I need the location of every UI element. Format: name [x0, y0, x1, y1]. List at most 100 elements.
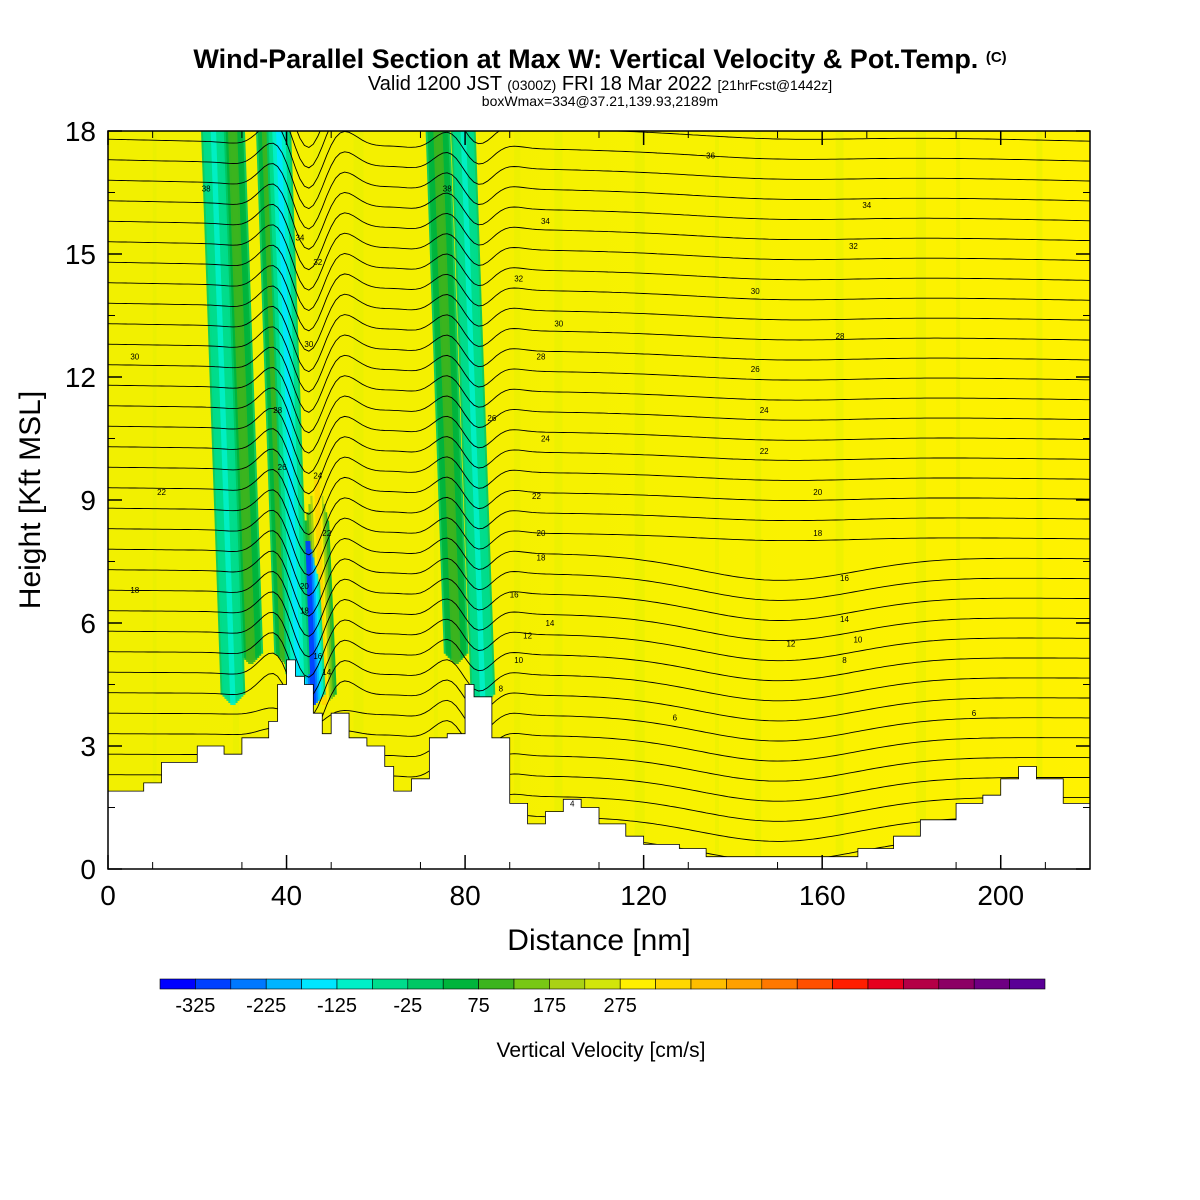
- field-streak: [152, 131, 157, 869]
- theta-contour-label: 22: [532, 492, 541, 501]
- colorbar-swatch: [513, 978, 550, 990]
- colorbar-swatch: [761, 978, 798, 990]
- theta-contour: [108, 652, 1090, 719]
- terrain: [107, 659, 1091, 870]
- theta-contour-label: 10: [853, 635, 862, 644]
- theta-contour-label: 24: [760, 406, 769, 415]
- downdraft-band: [210, 131, 236, 705]
- valid-time-line: Valid 1200 JST (0300Z) FRI 18 Mar 2022 […: [0, 73, 1200, 96]
- colorbar-swatch: [938, 978, 975, 990]
- updraft-band: [435, 131, 459, 664]
- chart-title-main: Wind-Parallel Section at Max W: Vertical…: [193, 44, 979, 74]
- theta-contour: [108, 469, 1090, 536]
- theta-contour: [108, 448, 1090, 515]
- theta-contour: [108, 265, 1090, 332]
- theta-contour-label: 16: [313, 652, 322, 661]
- theta-contour: [108, 346, 1090, 413]
- theta-contour: [108, 591, 1090, 658]
- field-streak: [1036, 131, 1043, 869]
- theta-contour-label: 16: [840, 574, 849, 583]
- theta-contour-label: 34: [541, 217, 550, 226]
- colorbar-label: -225: [246, 995, 286, 1017]
- colorbar-swatch: [336, 978, 373, 990]
- colorbar-swatch: [655, 978, 692, 990]
- theta-contour-label: 8: [842, 656, 847, 665]
- colorbar-label: -125: [317, 995, 357, 1017]
- colorbar-swatch: [726, 978, 763, 990]
- colorbar-swatch: [796, 978, 833, 990]
- theta-contour: [108, 131, 1090, 189]
- theta-contour: [108, 699, 1090, 742]
- colorbar-swatch: [867, 978, 904, 990]
- theta-contour-label: 22: [157, 488, 166, 497]
- colorbar-swatch: [832, 978, 869, 990]
- y-tick-label: 12: [65, 362, 96, 393]
- theta-contour-label: 28: [537, 353, 546, 362]
- y-tick-label: 6: [80, 608, 96, 639]
- theta-contour: [108, 407, 1090, 475]
- colorbar-swatch: [301, 978, 338, 990]
- downdraft-band: [276, 131, 301, 685]
- theta-contour-label: 20: [813, 488, 822, 497]
- field-streak: [353, 131, 364, 869]
- theta-contour-label: 34: [862, 201, 871, 210]
- theta-contour: [108, 611, 1090, 678]
- theta-contour-label: 14: [322, 668, 331, 677]
- theta-contour-label: 18: [130, 586, 139, 595]
- theta-contour: [289, 131, 1090, 169]
- theta-contour-label: 26: [278, 463, 287, 472]
- theta-contour-label: 12: [786, 640, 795, 649]
- colorbar-swatch: [690, 978, 727, 990]
- theta-contour-label: 22: [760, 447, 769, 456]
- terrain-profile: [107, 659, 1091, 870]
- theta-contour-label: 32: [313, 258, 322, 267]
- theta-contour: [108, 224, 1090, 291]
- y-tick-label: 9: [80, 485, 96, 516]
- colorbar-swatch: [584, 978, 621, 990]
- forecast-info: [21hrFcst@1442z]: [717, 77, 833, 93]
- theta-contour-label: 26: [751, 365, 760, 374]
- colorbar-swatch: [195, 978, 232, 990]
- field-streak: [915, 131, 926, 869]
- y-tick-label: 15: [65, 239, 96, 270]
- theta-contour-label: 20: [300, 582, 309, 591]
- contour-labels: 38 36 34 34 38 32 34 32 32 30 30 28 30 30 28 26 28 26 24 24…: [130, 152, 976, 809]
- x-tick-label: 0: [100, 880, 116, 911]
- theta-contour-label: 30: [304, 340, 313, 349]
- theta-contour-label: 30: [751, 287, 760, 296]
- field-streak: [634, 131, 645, 869]
- theta-contour-label: 36: [706, 152, 715, 161]
- theta-contour-label: 10: [514, 656, 523, 665]
- colorbar-label: 75: [467, 995, 489, 1017]
- colorbar-swatch: [372, 978, 409, 990]
- theta-contour-label: 6: [673, 713, 678, 722]
- theta-contour: [108, 489, 1090, 556]
- theta-contour: [108, 326, 1090, 393]
- colorbar-swatch: [1009, 978, 1046, 990]
- x-tick-label: 160: [799, 880, 846, 911]
- theta-contour-label: 14: [545, 619, 554, 628]
- theta-contour: [108, 428, 1090, 495]
- theta-contour: [108, 285, 1090, 352]
- theta-contour-label: 18: [300, 607, 309, 616]
- colorbar-label: -325: [175, 995, 215, 1017]
- theta-contour: [108, 509, 1090, 576]
- field-streak: [956, 131, 961, 869]
- downdraft-band: [305, 541, 317, 705]
- theta-contour-label: 34: [295, 234, 304, 243]
- theta-contour-label: 16: [510, 590, 519, 599]
- colorbar-swatch: [159, 978, 196, 990]
- colorbar-swatch: [442, 978, 479, 990]
- colorbar-title: Vertical Velocity [cm/s]: [497, 1039, 706, 1062]
- theta-contour-label: 30: [554, 320, 563, 329]
- field-streak: [433, 131, 438, 869]
- theta-contour: [108, 203, 1090, 271]
- theta-contour: [108, 244, 1090, 312]
- theta-contour-label: 32: [514, 275, 523, 284]
- theta-contour-label: 8: [499, 685, 504, 694]
- theta-contour-label: 6: [972, 709, 977, 718]
- colorbar-swatch: [973, 978, 1010, 990]
- theta-contour-label: 14: [840, 615, 849, 624]
